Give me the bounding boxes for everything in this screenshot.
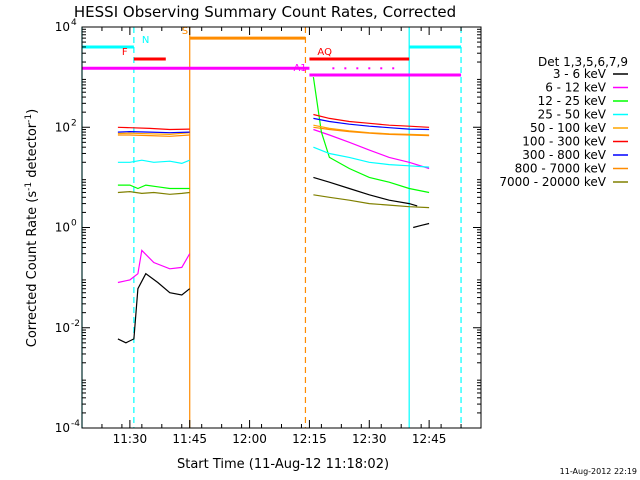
series-4-line-2: [313, 146, 430, 168]
legend-label-5: 50 - 100 keV: [530, 121, 607, 135]
series-3-line-2: [312, 77, 430, 194]
legend-label-1: 3 - 6 keV: [553, 67, 607, 81]
series-7-line-2: [313, 117, 430, 131]
y-tick-label-4: 10: [55, 120, 70, 134]
legend-title: Det 1,3,5,6,7,9: [538, 55, 628, 69]
series-4-line-1: [117, 159, 190, 165]
flag-label-n: N: [142, 35, 149, 46]
series-2-line-2: [313, 128, 430, 170]
flag-bars: NFSAQA1: [82, 26, 462, 77]
series-8-line-1: [117, 134, 190, 137]
y-axis-label: Corrected Count Rate (s-1 detector-1): [24, 109, 40, 347]
flag-label-aq: AQ: [317, 47, 332, 58]
flag-dot-5: [380, 67, 383, 70]
x-tick-label-1: 11:30: [113, 432, 148, 446]
y-tick-exp-3: 0: [71, 219, 77, 229]
y-tick-exp-1: -4: [71, 419, 80, 429]
series-1-line-3: [413, 222, 430, 229]
series-9-line-1: [117, 190, 190, 195]
plot-area: [82, 27, 481, 428]
x-tick-label-4: 12:15: [292, 432, 327, 446]
series-6-line-1: [117, 126, 190, 131]
series-1-line-1: [117, 272, 191, 344]
y-tick-label-1: 10: [55, 421, 70, 435]
legend-label-2: 6 - 12 keV: [545, 81, 607, 95]
series-group: [117, 77, 430, 344]
series-3-line-1: [117, 184, 190, 190]
flag-dot-2: [344, 67, 347, 70]
x-tick-label-3: 12:00: [232, 432, 267, 446]
legend-label-6: 100 - 300 keV: [522, 135, 606, 149]
y-tick-exp-4: 2: [71, 118, 77, 128]
y-tick-label-5: 10: [55, 20, 70, 34]
flag-label-s: S: [182, 26, 188, 37]
y-tick-label-3: 10: [55, 221, 70, 235]
flag-dot-4: [368, 67, 371, 70]
legend-label-9: 7000 - 20000 keV: [499, 175, 606, 189]
x-tick-label-6: 12:45: [412, 432, 447, 446]
x-tick-label-2: 11:45: [172, 432, 207, 446]
series-2-line-1: [117, 249, 191, 284]
flag-dot-1: [332, 67, 335, 70]
series-1-line-2: [313, 176, 418, 207]
y-tick-label-2: 10: [55, 321, 70, 335]
flag-label-f: F: [122, 47, 128, 58]
series-8-line-2: [313, 126, 430, 137]
flag-dot-6: [392, 67, 395, 70]
series-6-line-2: [313, 113, 430, 128]
x-axis-label: Start Time (11-Aug-12 11:18:02): [177, 457, 389, 472]
legend-label-8: 800 - 7000 keV: [515, 162, 607, 176]
legend-label-7: 300 - 800 keV: [522, 148, 606, 162]
legend-label-3: 12 - 25 keV: [538, 94, 607, 108]
series-5-line-1: [117, 132, 190, 136]
legend-label-4: 25 - 50 keV: [538, 108, 607, 122]
series-9-line-2: [313, 194, 430, 209]
flag-dot-3: [356, 67, 359, 70]
chart-title: HESSI Observing Summary Count Rates, Cor…: [74, 3, 456, 21]
x-tick-label-5: 12:30: [352, 432, 387, 446]
y-tick-exp-5: 4: [71, 18, 77, 28]
timestamp: 11-Aug-2012 22:19: [560, 467, 637, 476]
series-7-line-1: [117, 130, 190, 134]
axes: 11:30 11:45 12:00 12:15 12:30 12:4510-410-210…: [55, 18, 482, 446]
y-tick-exp-2: -2: [71, 319, 80, 329]
